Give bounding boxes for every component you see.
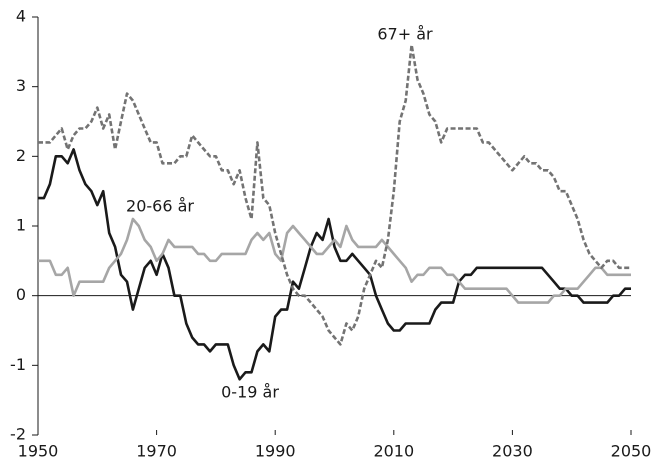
series-line (38, 148, 631, 381)
y-tick-label: 2 (16, 146, 26, 165)
x-tick-label: 2030 (492, 442, 533, 461)
series-label: 20-66 år (126, 197, 194, 216)
y-tick-label: 4 (16, 7, 26, 26)
x-tick-label: 2010 (373, 442, 414, 461)
series-label: 67+ år (377, 25, 433, 44)
series-label: 0-19 år (221, 383, 279, 402)
series-line (38, 217, 631, 304)
x-tick-label: 1970 (136, 442, 177, 461)
y-tick-label: -1 (10, 355, 26, 374)
series-line (38, 43, 631, 346)
y-tick-label: 3 (16, 76, 26, 95)
y-tick-label: 0 (16, 285, 26, 304)
x-tick-label: 1950 (18, 442, 59, 461)
y-tick-label: -2 (10, 425, 26, 444)
x-tick-label: 1990 (255, 442, 296, 461)
x-tick-label: 2050 (611, 442, 652, 461)
y-tick-label: 1 (16, 216, 26, 235)
